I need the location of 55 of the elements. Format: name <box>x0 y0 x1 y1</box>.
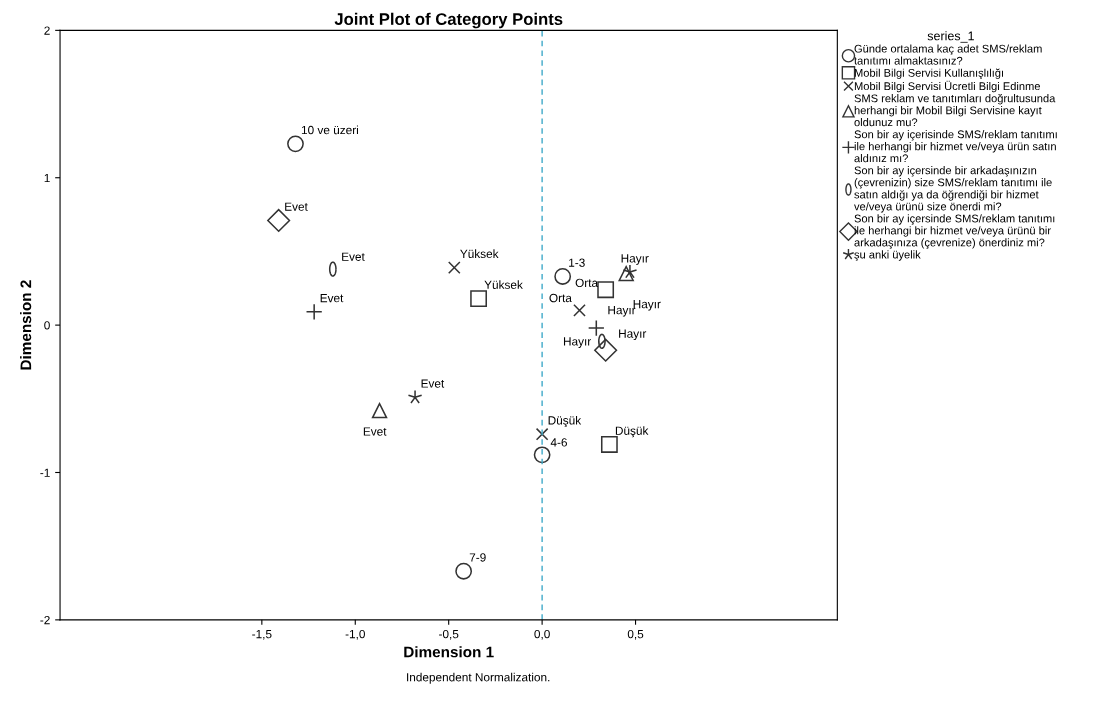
x-axis-title: Dimension 1 <box>404 646 494 658</box>
annotation: Hayır <box>621 254 649 265</box>
y-tick-label: 0 <box>44 321 50 330</box>
x-tick-label: -1,5 <box>252 630 272 640</box>
point <box>447 261 461 274</box>
annotation: Orta <box>575 278 599 288</box>
x-tick-label: 0,5 <box>627 629 644 640</box>
y-tick-label: 2 <box>44 26 50 35</box>
point <box>554 268 572 285</box>
chart-title: Joint Plot of Category Points <box>334 12 563 29</box>
annotation: 10 ve üzeri <box>301 125 358 135</box>
annotation: Evet <box>342 252 365 261</box>
point <box>371 402 388 419</box>
point <box>597 281 615 299</box>
legend-label: SMS reklam ve tanıtımları doğrultusunda herhangi bir Mobil Bilgi Servisine kayıt oldunuz mu? <box>854 93 1056 127</box>
legend-label: Mobil Bilgi Servisi Ücretli Bilgi Edinme <box>854 80 1040 93</box>
legend-label: Günde ortalama kaç adet SMS/reklam tanıtımı almaktasınız? <box>854 44 1042 65</box>
annotation: Evet <box>320 294 344 303</box>
legend-label: şu anki üyelik <box>854 250 921 261</box>
point <box>455 562 473 580</box>
legend-label: Son bir ay içersinde bir arkadaşınızın (çevrenizin) size SMS/reklam tanıtımı ile satın aldığı ya da öğrendiği bir hizmet ve/veya ürünü size önerdi mi? <box>854 166 1052 213</box>
y-tick-label: -1 <box>40 468 50 477</box>
point <box>622 264 638 279</box>
annotation: Hayır <box>619 329 647 341</box>
point <box>618 265 634 282</box>
point <box>470 290 487 307</box>
annotation: Yüksek <box>484 280 523 289</box>
y-tick-label: 1 <box>44 173 50 183</box>
text: Independent Normalization. <box>407 672 550 684</box>
legend-label: Mobil Bilgi Servisi Kullanışlılığı <box>854 68 1003 80</box>
annotation: Hayır <box>563 337 592 348</box>
annotation: 1-3 <box>569 258 585 267</box>
x-tick-label: -0,5 <box>439 629 459 640</box>
y-axis-title: Dimension 2 <box>20 280 32 370</box>
point <box>600 436 618 453</box>
point <box>407 389 423 404</box>
y-tick-label: -2 <box>40 615 50 625</box>
point <box>594 338 618 362</box>
point <box>535 427 549 441</box>
point <box>287 135 304 153</box>
point <box>533 446 551 464</box>
legend-title: series_1 <box>927 31 974 43</box>
annotation: Yüksek <box>460 249 499 259</box>
annotation: Orta <box>549 293 572 303</box>
annotation: 4-6 <box>550 438 567 447</box>
annotation: Evet <box>285 202 308 211</box>
annotation: Evet <box>421 379 445 388</box>
legend-label: Son bir ay içerisinde SMS/reklam tanıtımı ile herhangi bir hizmet ve/veya ürün satın aldınız mı? <box>854 130 1057 163</box>
annotation: Düşük <box>615 426 649 438</box>
point <box>573 304 586 317</box>
x-tick-label: -1,0 <box>345 629 365 640</box>
annotation: 7-9 <box>469 553 486 562</box>
annotation: Evet <box>363 427 387 436</box>
x-tick-label: 0,0 <box>534 629 550 640</box>
annotation: Düşük <box>548 415 582 427</box>
